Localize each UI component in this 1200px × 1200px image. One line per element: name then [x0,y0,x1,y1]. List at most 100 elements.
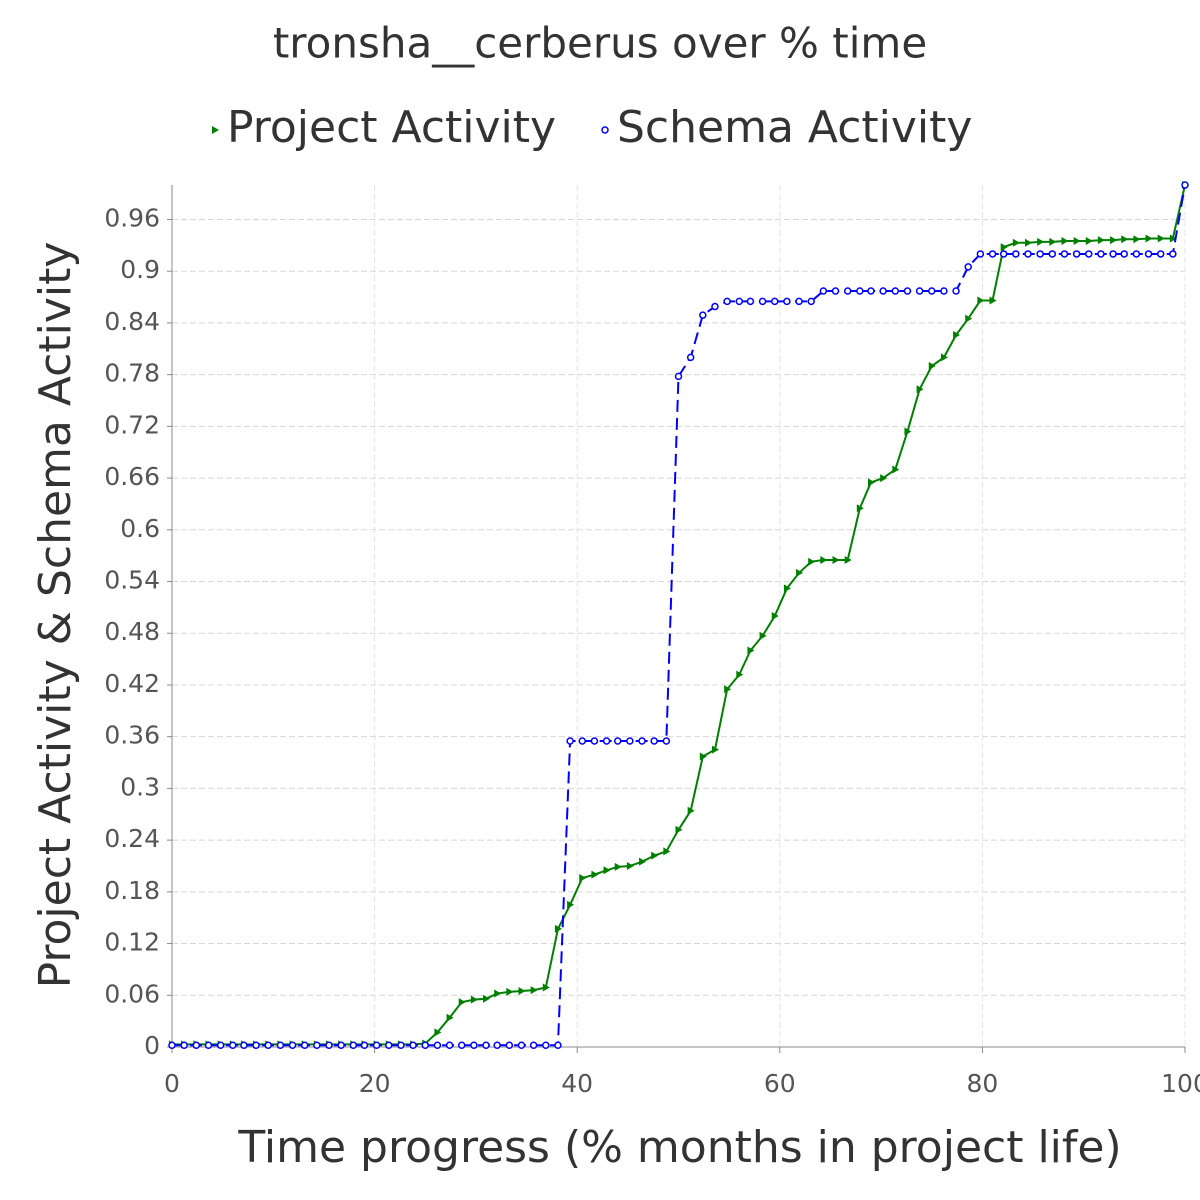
marker [651,851,659,860]
marker [820,555,828,564]
marker [699,311,707,319]
marker [1132,250,1141,258]
marker [1133,235,1141,244]
marker [433,1041,442,1050]
marker [1156,250,1165,258]
marker [1049,237,1057,246]
y-tick-label: 0.12 [104,928,160,957]
marker [180,1041,188,1050]
marker [663,847,671,856]
marker [758,297,767,306]
marker [1169,250,1177,258]
x-axis-label: Time progress (% months in project life) [237,1122,1121,1173]
marker [483,994,491,1003]
marker [1121,235,1129,244]
marker [1061,237,1069,246]
marker [1037,237,1045,246]
y-tick-label: 0.3 [120,772,160,801]
marker [1085,237,1093,246]
marker [506,987,514,996]
marker [770,297,779,306]
marker [867,287,875,295]
marker [397,1041,405,1050]
marker [530,986,538,995]
marker [796,568,804,577]
marker [856,504,864,513]
marker [807,297,815,306]
marker [916,385,924,394]
marker [337,1041,345,1050]
marker [313,1041,321,1050]
y-tick-label: 0.36 [104,721,160,750]
marker [192,1041,201,1050]
marker [229,1041,237,1050]
marker [639,857,647,866]
marker [831,287,840,295]
marker [843,287,852,295]
marker [554,924,562,933]
marker [808,557,816,566]
marker [434,1028,442,1037]
marker [529,1041,538,1050]
marker [1085,250,1093,258]
marker [940,353,948,362]
marker [735,297,744,306]
marker [819,287,828,295]
marker [915,287,924,295]
marker [591,870,599,879]
marker [999,250,1008,258]
marker [711,302,719,311]
marker [747,646,755,655]
marker [204,1041,213,1050]
marker [276,1041,285,1050]
marker [687,806,695,815]
marker [879,287,887,295]
marker [844,555,852,564]
marker [457,1041,466,1050]
legend-label: Project Activity [227,102,556,153]
x-tick-label: 80 [966,1069,998,1098]
marker [1012,238,1020,247]
marker [288,1041,297,1050]
marker [601,126,609,134]
marker [446,1013,454,1022]
marker [445,1041,454,1050]
marker [579,874,587,883]
marker [325,1041,333,1050]
marker [711,745,719,754]
marker [494,989,502,998]
marker [212,126,219,134]
marker [626,861,634,870]
marker [470,995,478,1004]
y-tick-label: 0.42 [104,669,160,698]
y-tick-label: 0.78 [104,359,160,388]
marker [517,1041,526,1050]
marker [904,427,912,436]
marker [928,362,936,371]
marker [542,983,550,992]
marker [578,737,587,745]
marker [1181,181,1189,189]
marker [216,1041,225,1050]
marker [783,584,791,593]
y-tick-label: 0.06 [104,979,160,1008]
marker [421,1041,429,1050]
marker [349,1041,358,1050]
marker [832,555,840,564]
marker [928,287,936,295]
marker [867,478,875,487]
x-tick-label: 60 [764,1069,796,1098]
y-tick-label: 0.66 [104,462,160,491]
chart-title: tronsha__cerberus over % time [273,19,927,68]
marker [603,866,611,875]
marker [385,1041,393,1050]
marker [1036,250,1044,258]
marker [1060,250,1069,258]
marker [856,287,864,295]
marker [1169,234,1177,243]
y-tick-label: 0.54 [104,566,160,595]
marker [567,900,575,909]
y-tick-label: 0.24 [104,824,160,853]
marker [940,287,948,295]
